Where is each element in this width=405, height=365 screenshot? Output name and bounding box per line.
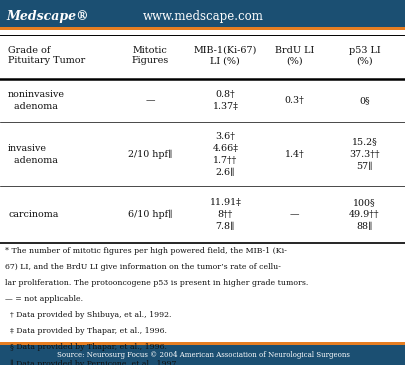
Text: 0.8†: 0.8† — [215, 90, 234, 99]
Text: 100§: 100§ — [352, 198, 375, 207]
Text: 6/10 hpf∥: 6/10 hpf∥ — [128, 210, 172, 219]
Text: ‡ Data provided by Thapar, et al., 1996.: ‡ Data provided by Thapar, et al., 1996. — [10, 327, 167, 335]
Text: § Data provided by Thapar, et al., 1996.: § Data provided by Thapar, et al., 1996. — [10, 343, 167, 351]
Text: 67) LI, and the BrdU LI give information on the tumor’s rate of cellu-: 67) LI, and the BrdU LI give information… — [5, 263, 280, 271]
Text: MIB-1(Ki-67)
LI (%): MIB-1(Ki-67) LI (%) — [193, 46, 256, 65]
Text: 3.6†: 3.6† — [215, 132, 234, 141]
Text: 88∥: 88∥ — [355, 222, 372, 231]
Bar — [0, 27, 405, 30]
Text: noninvasive: noninvasive — [8, 90, 65, 99]
Text: invasive: invasive — [8, 144, 47, 153]
Text: carcinoma: carcinoma — [8, 210, 58, 219]
Text: 1.37‡: 1.37‡ — [212, 102, 238, 111]
Text: 0§: 0§ — [358, 96, 369, 105]
Bar — [0, 342, 405, 365]
Text: 8††: 8†† — [217, 210, 232, 219]
Text: —: — — [289, 210, 298, 219]
Text: 7.8∥: 7.8∥ — [215, 222, 234, 231]
Text: * The number of mitotic figures per high powered field, the MIB-1 (Ki-: * The number of mitotic figures per high… — [5, 247, 286, 255]
Text: p53 LI
(%): p53 LI (%) — [348, 46, 379, 65]
Text: 1.4†: 1.4† — [284, 150, 303, 159]
Text: www.medscape.com: www.medscape.com — [142, 10, 263, 23]
Text: 0.3†: 0.3† — [284, 96, 303, 105]
Text: 15.2§: 15.2§ — [351, 138, 376, 147]
Bar — [0, 0, 405, 30]
Text: 2/10 hpf∥: 2/10 hpf∥ — [128, 150, 172, 159]
Text: lar proliferation. The protooncogene p53 is present in higher grade tumors.: lar proliferation. The protooncogene p53… — [5, 279, 307, 287]
Text: 2.6∥: 2.6∥ — [215, 168, 234, 177]
Text: adenoma: adenoma — [8, 156, 58, 165]
Text: Medscape®: Medscape® — [6, 10, 89, 23]
Text: 37.3††: 37.3†† — [348, 150, 379, 159]
Text: 1.7††: 1.7†† — [213, 156, 237, 165]
Text: 57∥: 57∥ — [355, 162, 372, 171]
Text: Mitotic
Figures: Mitotic Figures — [131, 46, 168, 65]
Text: — = not applicable.: — = not applicable. — [5, 295, 83, 303]
Text: 4.66‡: 4.66‡ — [212, 144, 238, 153]
Text: Source: Neurosurg Focus © 2004 American Association of Neurological Surgeons: Source: Neurosurg Focus © 2004 American … — [56, 351, 349, 359]
Bar — [0, 30, 405, 342]
Text: † Data provided by Shibuya, et al., 1992.: † Data provided by Shibuya, et al., 1992… — [10, 311, 171, 319]
Bar — [0, 342, 405, 345]
Text: 49.9††: 49.9†† — [348, 210, 379, 219]
Text: Grade of
Pituitary Tumor: Grade of Pituitary Tumor — [8, 46, 85, 65]
Text: —: — — [145, 96, 155, 105]
Text: BrdU LI
(%): BrdU LI (%) — [274, 46, 313, 65]
Text: adenoma: adenoma — [8, 102, 58, 111]
Text: ∥ Data provided by Pernicone, et al., 1997.: ∥ Data provided by Pernicone, et al., 19… — [10, 360, 179, 365]
Text: 11.91‡: 11.91‡ — [209, 198, 241, 207]
